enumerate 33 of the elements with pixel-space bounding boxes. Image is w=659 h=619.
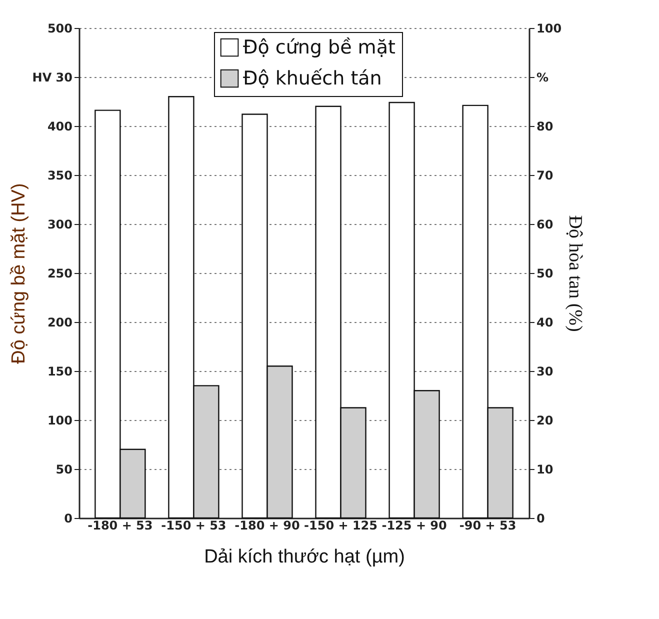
y-tick-label: 200 [47, 316, 72, 330]
x-tick-label: -180 + 90 [234, 518, 300, 532]
x-tick-label: -125 + 90 [382, 518, 447, 532]
y2-tick-label: 80 [536, 120, 554, 134]
y2-tick-label: 50 [536, 266, 554, 280]
y2-tick-label: 10 [536, 462, 554, 476]
y-tick-label: 400 [47, 120, 72, 134]
y2-tick-label: 30 [536, 364, 554, 378]
y2-tick-label: 70 [536, 168, 554, 182]
y-tick-label: 250 [47, 266, 72, 280]
y2-tick-label: 40 [536, 316, 554, 330]
y2-tick-label: 100 [536, 22, 562, 36]
y-tick-label: 350 [47, 168, 72, 182]
legend-label: Độ cứng bề mặt [243, 36, 396, 58]
x-axis-title: Dải kích thước hạt (µm) [204, 546, 405, 568]
y2-axis-title: Độ hòa tan (%) [564, 215, 586, 332]
y2-tick-label: 0 [536, 512, 545, 526]
legend-label: Độ khuếch tán [243, 68, 382, 90]
y-tick-label: HV 30 [32, 70, 72, 84]
y-tick-label: 150 [47, 364, 72, 378]
x-tick-label: -180 + 53 [88, 518, 153, 532]
y-tick-label: 50 [56, 462, 72, 476]
y-tick-label: 300 [47, 218, 72, 232]
x-tick-label: -150 + 125 [304, 518, 378, 532]
x-tick-label: -150 + 53 [161, 518, 226, 532]
y-tick-label: 500 [47, 22, 72, 36]
y-tick-label: 0 [64, 512, 72, 526]
y2-tick-label: 60 [536, 218, 554, 232]
y2-tick-label: % [536, 70, 549, 84]
y-axis-title: Độ cứng bề mặt (HV) [8, 183, 30, 364]
x-tick-label: -90 + 53 [459, 518, 516, 532]
y-tick-label: 100 [47, 414, 72, 428]
y2-tick-label: 20 [536, 414, 554, 428]
